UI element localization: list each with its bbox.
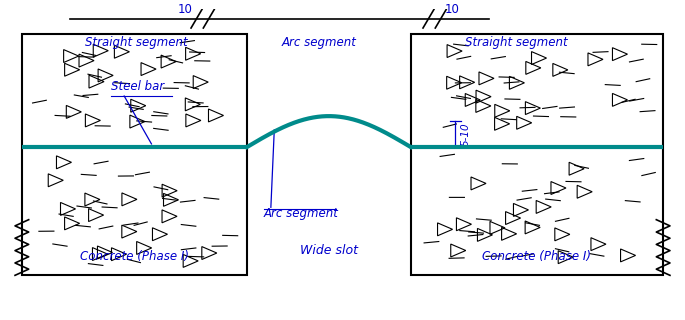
- Text: 5-10: 5-10: [460, 122, 471, 146]
- Text: Arc segment: Arc segment: [281, 36, 356, 49]
- Bar: [411, 34, 663, 275]
- Text: Straight segment: Straight segment: [465, 36, 568, 49]
- Text: Concrete (Phase I): Concrete (Phase I): [482, 250, 591, 263]
- Text: 10: 10: [445, 3, 460, 16]
- Text: Arc segment: Arc segment: [264, 207, 339, 220]
- Text: Concrete (Phase I): Concrete (Phase I): [80, 250, 189, 263]
- Bar: [22, 34, 247, 275]
- Text: 10: 10: [177, 3, 192, 16]
- Text: Wide slot: Wide slot: [300, 244, 358, 257]
- Text: Steel bar: Steel bar: [110, 80, 164, 93]
- Text: Straight segment: Straight segment: [85, 36, 188, 49]
